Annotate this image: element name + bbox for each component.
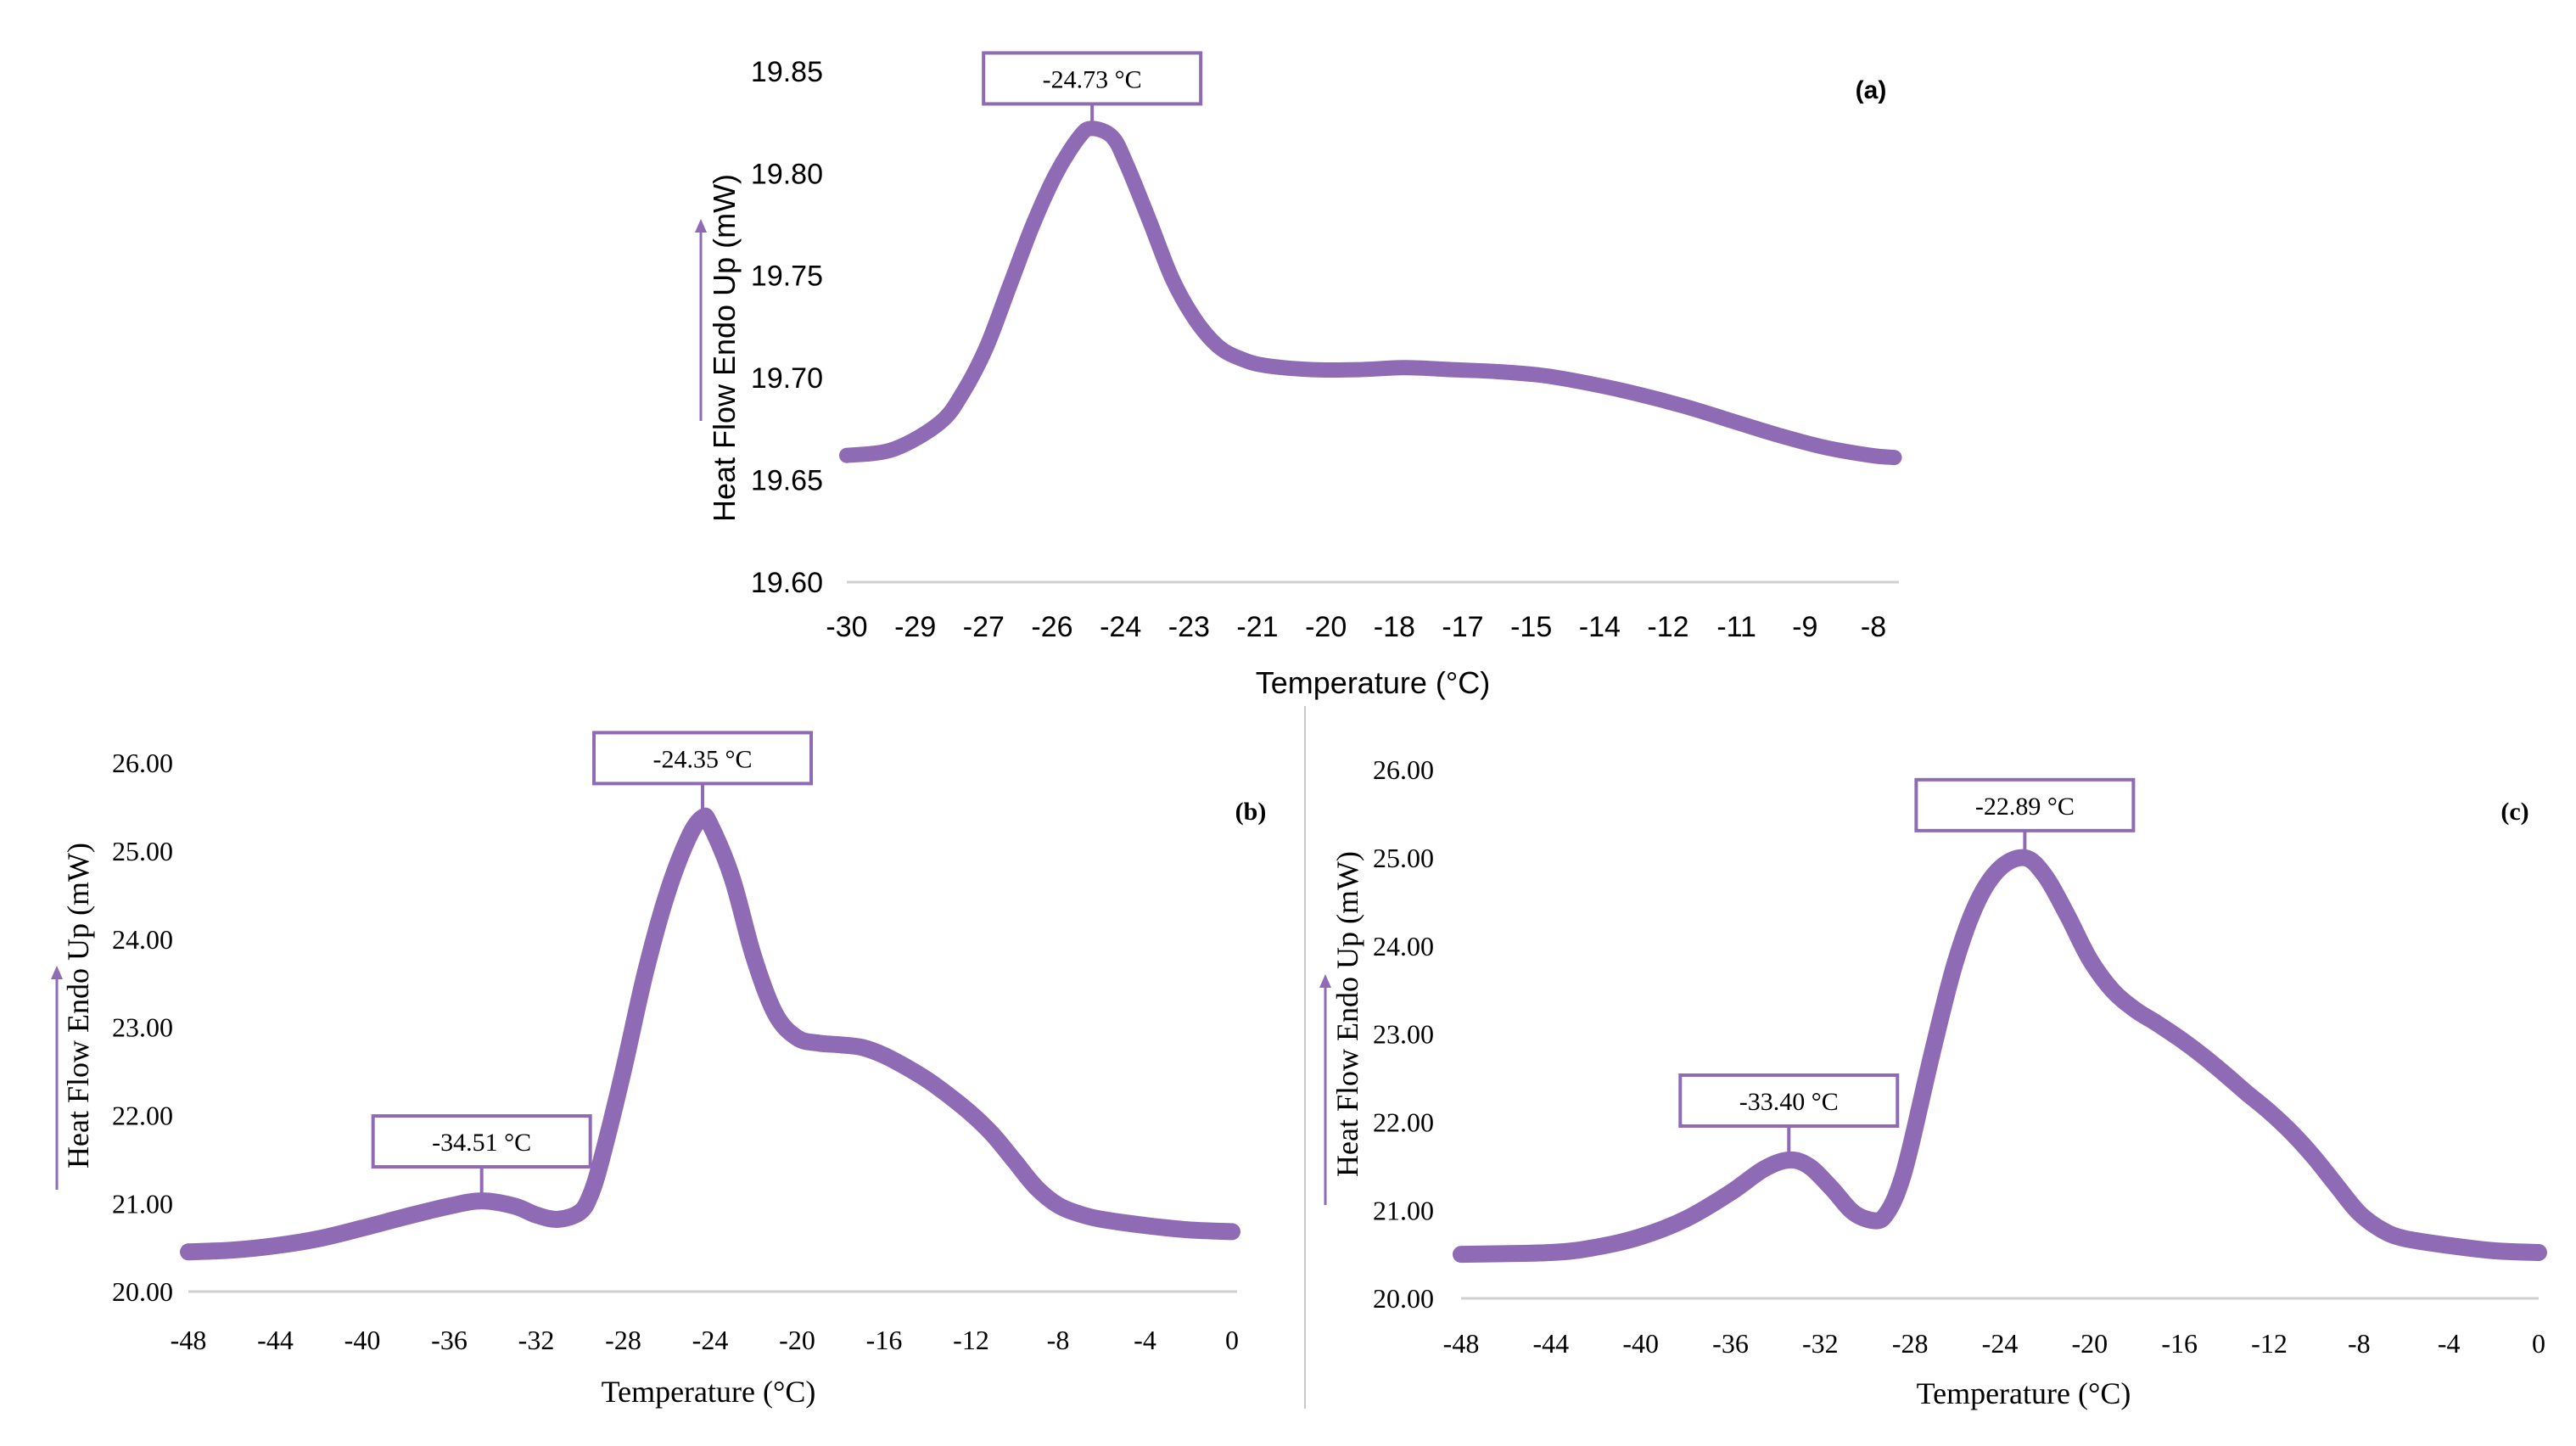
y-tick-label: 20.00 <box>112 1276 173 1307</box>
x-tick-label: -32 <box>518 1325 555 1355</box>
x-tick-label: -29 <box>894 611 936 643</box>
x-tick-label: -24 <box>692 1325 729 1355</box>
y-tick-label: 24.00 <box>112 924 173 955</box>
y-tick-label: 20.00 <box>1373 1283 1434 1314</box>
x-tick-label: -32 <box>1802 1328 1839 1359</box>
y-tick-label: 19.85 <box>751 56 823 88</box>
x-tick-label: -12 <box>953 1325 989 1355</box>
peak-annotation: -34.51 °C <box>371 1114 592 1195</box>
x-tick-label: -24 <box>1982 1328 2019 1359</box>
chart-panel-b: 20.00 21.00 22.00 23.00 24.00 25.00 26.00 -48 -… <box>51 731 1267 1409</box>
x-tick-label: -48 <box>171 1325 207 1355</box>
y-tick-label: 19.65 <box>751 465 823 497</box>
annotation-box <box>1914 777 2136 832</box>
x-tick-label: -40 <box>1622 1328 1659 1359</box>
peak-annotation: -24.73 °C <box>982 51 1203 123</box>
x-tick-label: -23 <box>1168 611 1210 643</box>
x-tick-label: -14 <box>1579 611 1621 643</box>
x-tick-label: -28 <box>605 1325 641 1355</box>
peak-temperature-label: -33.40 °C <box>1739 1088 1839 1116</box>
x-tick-label: -4 <box>1134 1325 1156 1355</box>
x-tick-label: -36 <box>431 1325 468 1355</box>
x-tick-label: -8 <box>1047 1325 1070 1355</box>
x-tick-label: -16 <box>2161 1328 2198 1359</box>
heat-flow-curve <box>180 807 1240 1261</box>
heat-flow-curve <box>839 120 1902 466</box>
x-tick-label: -20 <box>1305 611 1347 643</box>
x-tick-label: -15 <box>1510 611 1552 643</box>
panel-label: (c) <box>2500 798 2528 826</box>
x-tick-label: -11 <box>1716 611 1756 643</box>
x-tick-label: -16 <box>866 1325 903 1355</box>
y-axis-title: Heat Flow Endo Up (mW) <box>61 843 95 1169</box>
x-tick-label: -44 <box>257 1325 294 1355</box>
x-tick-label: -21 <box>1236 611 1278 643</box>
y-tick-label: 19.60 <box>751 567 823 599</box>
chart-panel-c: 20.00 21.00 22.00 23.00 24.00 25.00 26.00 -48 -… <box>1319 754 2547 1410</box>
y-tick-label: 21.00 <box>112 1188 173 1219</box>
x-tick-label: 0 <box>1225 1325 1239 1355</box>
x-axis-title: Temperature (°C) <box>602 1375 816 1409</box>
annotation-box <box>982 51 1203 106</box>
panel-label: (a) <box>1856 76 1887 104</box>
x-tick-label: -12 <box>2251 1328 2288 1359</box>
annotation-box <box>1678 1073 1900 1128</box>
y-axis-arrow <box>695 219 707 421</box>
chart-panel-a: 19.60 19.65 19.70 19.75 19.80 19.85 -30 -29 -27… <box>695 51 1902 700</box>
peak-annotation: -24.35 °C <box>592 731 814 811</box>
y-tick-label: 26.00 <box>1373 754 1434 785</box>
peak-temperature-label: -24.35 °C <box>653 745 753 773</box>
peak-temperature-label: -24.73 °C <box>1043 65 1142 93</box>
y-tick-label: 22.00 <box>1373 1107 1434 1138</box>
x-tick-label: -24 <box>1100 611 1141 643</box>
x-tick-label: -18 <box>1374 611 1415 643</box>
x-tick-label: -36 <box>1712 1328 1749 1359</box>
peak-temperature-label: -34.51 °C <box>432 1129 531 1157</box>
x-tick-label: -8 <box>1861 611 1886 643</box>
x-tick-label: -17 <box>1442 611 1483 643</box>
x-tick-label: -27 <box>963 611 1005 643</box>
x-tick-label: -30 <box>826 611 867 643</box>
y-tick-label: 23.00 <box>112 1012 173 1043</box>
y-tick-label: 19.75 <box>751 261 823 293</box>
peak-annotation: -22.89 °C <box>1914 777 2136 851</box>
x-tick-label: -48 <box>1443 1328 1480 1359</box>
y-tick-label: 25.00 <box>1373 843 1434 873</box>
x-tick-label: -4 <box>2438 1328 2461 1359</box>
y-tick-label: 26.00 <box>112 748 173 778</box>
y-tick-label: 24.00 <box>1373 931 1434 961</box>
x-tick-label: -8 <box>2348 1328 2371 1359</box>
x-tick-label: -28 <box>1892 1328 1929 1359</box>
y-tick-label: 19.70 <box>751 362 823 395</box>
y-axis-title: Heat Flow Endo Up (mW) <box>707 174 742 522</box>
x-tick-label: -20 <box>2072 1328 2108 1359</box>
y-tick-label: 21.00 <box>1373 1195 1434 1225</box>
peak-temperature-label: -22.89 °C <box>1975 793 2075 821</box>
annotation-box <box>371 1114 592 1169</box>
x-axis-title: Temperature (°C) <box>1917 1376 2131 1410</box>
y-tick-label: 19.80 <box>751 158 823 190</box>
x-tick-label: -44 <box>1533 1328 1570 1359</box>
heat-flow-curve <box>1453 849 2547 1264</box>
y-axis-title: Heat Flow Endo Up (mW) <box>1330 851 1364 1177</box>
x-tick-label: -26 <box>1031 611 1072 643</box>
annotation-box <box>592 731 814 786</box>
peak-annotation: -33.40 °C <box>1678 1073 1900 1153</box>
y-axis-arrow <box>51 966 63 1190</box>
y-tick-label: 22.00 <box>112 1101 173 1131</box>
y-tick-label: 25.00 <box>112 836 173 866</box>
x-tick-label: -12 <box>1647 611 1688 643</box>
x-tick-label: -40 <box>344 1325 381 1355</box>
y-tick-label: 23.00 <box>1373 1019 1434 1050</box>
x-tick-label: -9 <box>1792 611 1817 643</box>
y-axis-arrow <box>1319 974 1331 1205</box>
x-axis-title: Temperature (°C) <box>1256 665 1490 700</box>
x-tick-label: 0 <box>2532 1328 2545 1359</box>
x-tick-label: -20 <box>779 1325 815 1355</box>
panel-label: (b) <box>1235 798 1267 826</box>
